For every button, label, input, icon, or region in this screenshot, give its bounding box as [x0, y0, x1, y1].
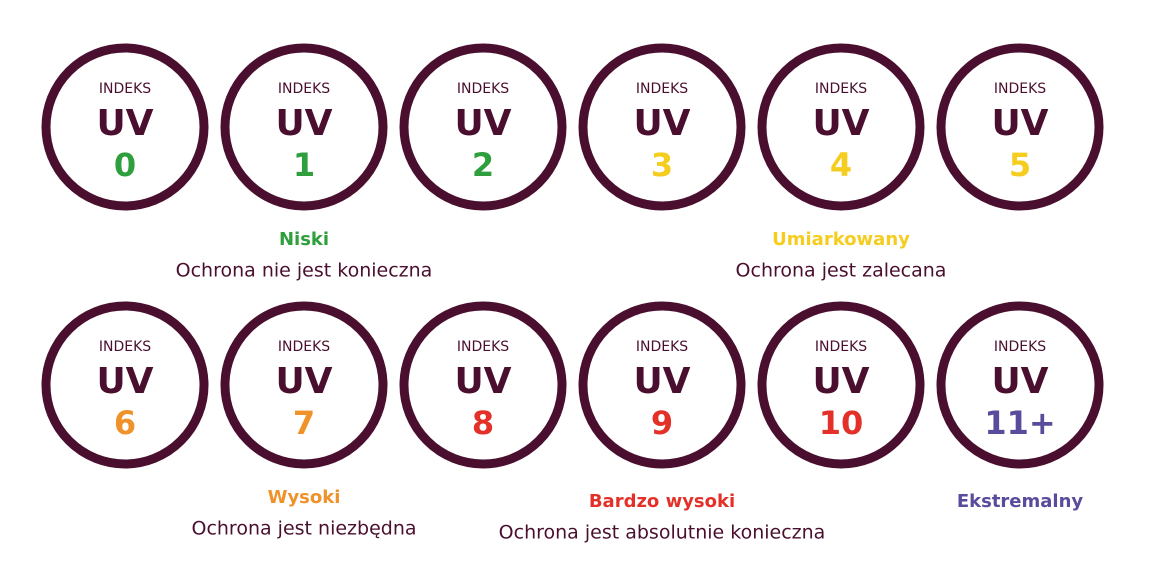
uv-circle: [936, 43, 1104, 211]
uv-circle: [757, 43, 925, 211]
uv-value: 9: [651, 404, 673, 442]
circle-label: INDEKS: [636, 339, 688, 355]
uv-value: 2: [472, 146, 494, 184]
group-title: Umiarkowany: [772, 229, 910, 250]
group-title: Niski: [279, 229, 329, 250]
uv-circle: [399, 301, 567, 469]
circle-uv: UV: [275, 361, 332, 402]
uv-circle: [578, 43, 746, 211]
circle-label: INDEKS: [99, 81, 151, 97]
circle-label: INDEKS: [815, 81, 867, 97]
uv-circle: [399, 43, 567, 211]
uv-value: 10: [819, 404, 864, 442]
group-title: Bardzo wysoki: [589, 491, 735, 512]
group-description: Ochrona jest niezbędna: [191, 518, 416, 540]
uv-value: 5: [1009, 146, 1031, 184]
circle-uv: UV: [633, 361, 690, 402]
circle-uv: UV: [96, 103, 153, 144]
uv-circle: [41, 301, 209, 469]
circle-label: INDEKS: [636, 81, 688, 97]
circle-label: INDEKS: [99, 339, 151, 355]
circle-uv: UV: [812, 103, 869, 144]
circle-uv: UV: [275, 103, 332, 144]
circle-uv: UV: [454, 103, 511, 144]
circle-label: INDEKS: [815, 339, 867, 355]
group-description: Ochrona jest absolutnie konieczna: [499, 522, 826, 544]
uv-value: 8: [472, 404, 494, 442]
uv-value: 6: [114, 404, 136, 442]
uv-circle: [41, 43, 209, 211]
circle-uv: UV: [454, 361, 511, 402]
group-description: Ochrona nie jest konieczna: [176, 260, 433, 282]
circle-uv: UV: [633, 103, 690, 144]
uv-circle: [757, 301, 925, 469]
uv-value: 7: [293, 404, 315, 442]
circle-label: INDEKS: [278, 339, 330, 355]
uv-value: 1: [293, 146, 315, 184]
uv-circle: [220, 43, 388, 211]
uv-circle: [578, 301, 746, 469]
uv-circle: [936, 301, 1104, 469]
group-description: Ochrona jest zalecana: [736, 260, 947, 282]
circle-label: INDEKS: [994, 81, 1046, 97]
group-title: Wysoki: [268, 487, 341, 508]
circle-label: INDEKS: [457, 81, 509, 97]
uv-value: 3: [651, 146, 673, 184]
circle-uv: UV: [991, 361, 1048, 402]
uv-value: 11+: [984, 404, 1055, 442]
uv-circle: [220, 301, 388, 469]
circle-uv: UV: [991, 103, 1048, 144]
circle-uv: UV: [812, 361, 869, 402]
circle-label: INDEKS: [278, 81, 330, 97]
uv-value: 0: [114, 146, 136, 184]
uv-value: 4: [830, 146, 852, 184]
circle-label: INDEKS: [994, 339, 1046, 355]
group-title: Ekstremalny: [957, 491, 1084, 512]
circle-uv: UV: [96, 361, 153, 402]
circle-label: INDEKS: [457, 339, 509, 355]
